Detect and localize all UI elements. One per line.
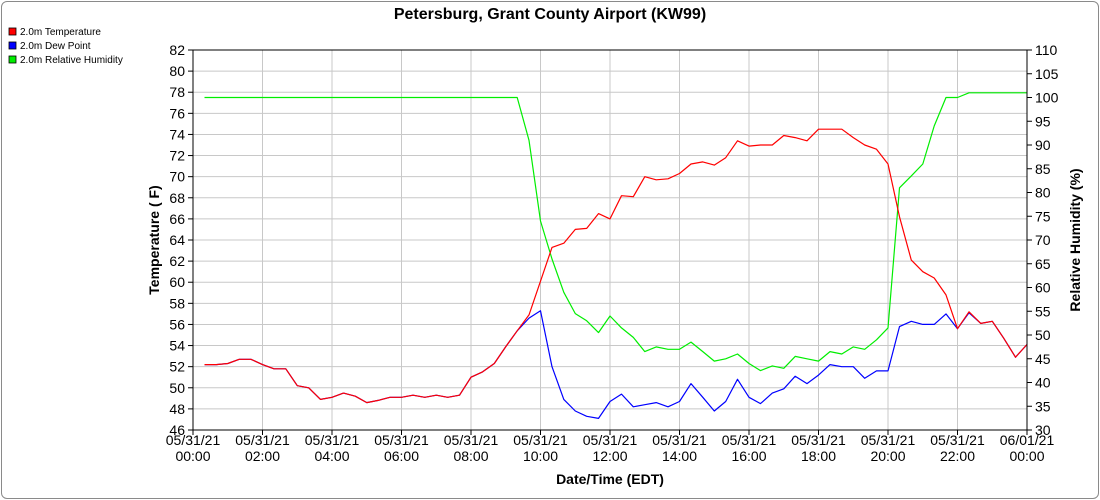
left-tick-label: 76 — [169, 105, 185, 121]
left-tick-label: 70 — [169, 169, 185, 185]
series-line-2-0m-dew-point — [204, 310, 1027, 419]
left-tick-label: 80 — [169, 63, 185, 79]
x-tick-time: 20:00 — [870, 448, 905, 464]
legend: 2.0m Temperature 2.0m Dew Point 2.0m Relat… — [8, 27, 123, 66]
left-tick-label: 72 — [169, 148, 185, 164]
right-tick-label: 70 — [1035, 232, 1051, 248]
x-tick-date: 05/31/21 — [444, 432, 499, 448]
x-axis-title: Date/Time (EDT) — [556, 471, 664, 487]
left-tick-label: 50 — [169, 380, 185, 396]
left-axis-ticks: 46 48 50 52 54 56 58 60 62 64 66 68 70 72 74 76 78 80 82 — [169, 42, 193, 438]
legend-label: 2.0m Relative Humidity — [20, 55, 123, 66]
left-tick-label: 66 — [169, 211, 185, 227]
right-tick-label: 50 — [1035, 327, 1051, 343]
right-tick-label: 30 — [1035, 422, 1051, 438]
x-tick-date: 05/31/21 — [652, 432, 707, 448]
left-tick-label: 56 — [169, 316, 185, 332]
right-tick-label: 100 — [1035, 90, 1059, 106]
x-tick-date: 05/31/21 — [722, 432, 777, 448]
right-tick-label: 110 — [1035, 42, 1058, 58]
right-tick-label: 85 — [1035, 161, 1051, 177]
left-axis-title: Temperature ( F) — [146, 185, 162, 294]
left-tick-label: 78 — [169, 84, 185, 100]
left-tick-label: 54 — [169, 338, 185, 354]
series-group — [204, 92, 1027, 419]
right-tick-label: 75 — [1035, 208, 1051, 224]
right-tick-label: 65 — [1035, 256, 1051, 272]
x-tick-time: 16:00 — [731, 448, 766, 464]
left-tick-label: 48 — [169, 401, 185, 417]
x-tick-time: 12:00 — [592, 448, 627, 464]
x-tick-time: 22:00 — [940, 448, 975, 464]
right-tick-label: 95 — [1035, 113, 1051, 129]
x-tick-date: 05/31/21 — [305, 432, 360, 448]
left-tick-label: 68 — [169, 190, 185, 206]
right-axis-title: Relative Humidity (%) — [1067, 168, 1083, 311]
left-tick-label: 52 — [169, 359, 185, 375]
left-tick-label: 82 — [169, 42, 185, 58]
right-axis-ticks: 30 35 40 45 50 55 60 65 70 75 80 85 90 95 100 105 110 — [1027, 42, 1059, 438]
right-tick-label: 80 — [1035, 185, 1051, 201]
x-tick-time: 18:00 — [801, 448, 836, 464]
right-tick-label: 105 — [1035, 66, 1059, 82]
left-tick-label: 58 — [169, 295, 185, 311]
x-tick-date: 05/31/21 — [166, 432, 221, 448]
right-tick-label: 60 — [1035, 280, 1051, 296]
x-tick-date: 06/01/21 — [1000, 432, 1055, 448]
x-tick-time: 06:00 — [384, 448, 419, 464]
legend-label: 2.0m Temperature — [20, 27, 101, 38]
x-tick-time: 02:00 — [245, 448, 280, 464]
left-tick-label: 62 — [169, 253, 185, 269]
grid — [192, 49, 1028, 431]
x-tick-time: 08:00 — [453, 448, 488, 464]
x-tick-date: 05/31/21 — [930, 432, 985, 448]
right-tick-label: 90 — [1035, 137, 1051, 153]
right-tick-label: 45 — [1035, 351, 1051, 367]
series-line-2-0m-relative-humidity — [204, 92, 1027, 372]
right-tick-label: 35 — [1035, 398, 1051, 414]
left-tick-label: 60 — [169, 274, 185, 290]
x-tick-time: 10:00 — [523, 448, 558, 464]
x-tick-date: 05/31/21 — [235, 432, 290, 448]
x-tick-date: 05/31/21 — [513, 432, 568, 448]
left-tick-label: 46 — [169, 422, 185, 438]
x-tick-date: 05/31/21 — [374, 432, 429, 448]
right-tick-label: 40 — [1035, 375, 1051, 391]
x-tick-date: 05/31/21 — [583, 432, 638, 448]
x-tick-time: 14:00 — [662, 448, 697, 464]
left-tick-label: 64 — [169, 232, 185, 248]
x-tick-date: 05/31/21 — [791, 432, 846, 448]
right-tick-label: 55 — [1035, 303, 1051, 319]
legend-swatch — [8, 27, 17, 36]
series-line-2-0m-temperature — [204, 128, 1027, 404]
x-tick-time: 00:00 — [1009, 448, 1044, 464]
x-tick-date: 05/31/21 — [861, 432, 916, 448]
legend-swatch — [8, 55, 17, 64]
chart-title: Petersburg, Grant County Airport (KW99) — [394, 6, 706, 23]
left-tick-label: 74 — [169, 126, 185, 142]
x-tick-time: 00:00 — [175, 448, 210, 464]
x-tick-time: 04:00 — [314, 448, 349, 464]
x-axis-ticks: 05/31/2100:0005/31/2102:0005/31/2104:000… — [166, 430, 1055, 464]
legend-swatch — [8, 41, 17, 50]
legend-label: 2.0m Dew Point — [20, 41, 91, 52]
